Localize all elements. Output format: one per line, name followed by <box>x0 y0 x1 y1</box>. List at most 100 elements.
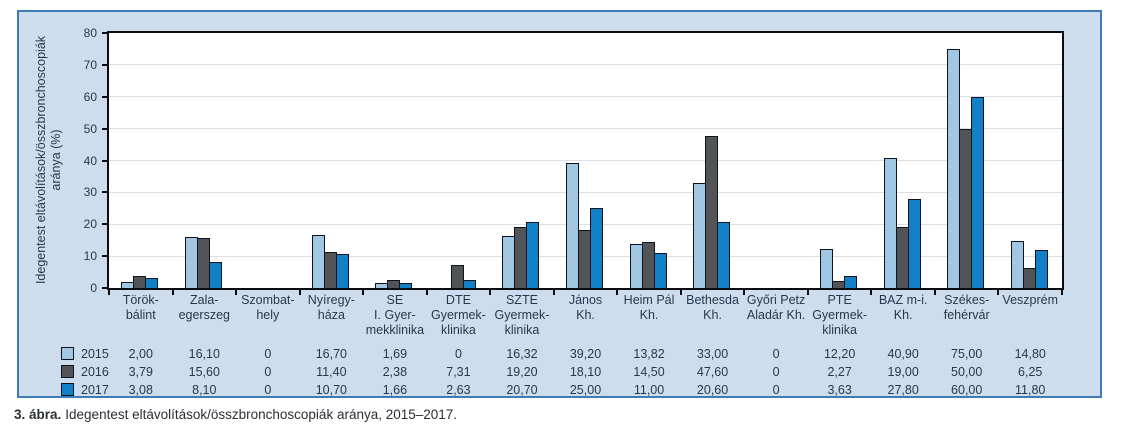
grid-line <box>109 64 1062 66</box>
category-label: Bethesda Kh. <box>686 293 739 322</box>
category-label: PTE Gyermek- klinika <box>812 293 868 337</box>
table-value: 20,70 <box>506 383 538 397</box>
table-value: 47,60 <box>696 365 729 379</box>
table-value: 13,82 <box>633 347 665 361</box>
y-axis-title: Idegentest eltávolítások/összbronchoscop… <box>34 10 64 310</box>
y-tick-label: 20 <box>83 217 97 232</box>
table-value: 75,00 <box>951 347 983 361</box>
bar-2017 <box>907 199 921 288</box>
bar-2017 <box>335 253 349 288</box>
x-axis-tick <box>489 290 492 295</box>
y-axis-tick <box>102 63 107 66</box>
table-value: 0 <box>772 365 780 379</box>
table-value: 18,10 <box>569 365 602 379</box>
y-tick-label: 60 <box>83 89 97 104</box>
bar-2015 <box>566 163 579 288</box>
category-label: Szombat- hely <box>241 293 295 322</box>
table-value: 14,80 <box>1014 347 1046 361</box>
table-value: 2,27 <box>827 365 852 379</box>
legend-year-label: 2015 <box>81 347 109 361</box>
y-axis-tick <box>102 95 107 98</box>
category-label: Győri Petz Aladár Kh. <box>746 293 806 322</box>
table-value: 7,31 <box>446 365 471 379</box>
x-axis-tick <box>616 290 619 295</box>
legend-swatch-2016 <box>61 365 74 378</box>
table-value: 16,32 <box>506 347 538 361</box>
y-tick-label: 30 <box>83 185 97 200</box>
chart-panel: Idegentest eltávolítások/összbronchoscop… <box>17 10 1102 398</box>
figure-caption-number: 3. ábra. <box>14 407 62 422</box>
grid-line <box>109 128 1062 130</box>
x-axis-tick <box>997 290 1000 295</box>
bar-2017 <box>590 208 603 288</box>
table-value: 33,00 <box>696 347 729 361</box>
bar-2017 <box>653 252 667 288</box>
legend-year-label: 2017 <box>81 383 109 397</box>
bar-2015 <box>883 157 897 288</box>
table-value: 6,25 <box>1018 365 1043 379</box>
category-label: SE I. Gyer- mekklinika <box>365 293 425 337</box>
bar-2016 <box>450 264 464 288</box>
x-axis-tick <box>743 290 746 295</box>
table-value: 0 <box>264 347 272 361</box>
y-tick-label: 0 <box>90 281 97 295</box>
category-label: János Kh. <box>568 293 603 322</box>
y-axis-tick <box>102 159 107 162</box>
y-tick-label: 50 <box>83 121 97 136</box>
table-value: 1,66 <box>382 383 408 397</box>
table-value: 3,63 <box>827 383 852 397</box>
table-value: 11,40 <box>316 365 347 379</box>
bar-2017 <box>145 278 159 288</box>
bar-2017 <box>399 282 413 288</box>
grid-line <box>109 191 1062 193</box>
bar-2017 <box>526 222 540 288</box>
y-axis-tick <box>102 287 107 289</box>
category-label: SZTE Gyermek- klinika <box>494 293 550 337</box>
table-value: 39,20 <box>569 347 602 361</box>
category-label: Székes- fehérvár <box>943 293 990 322</box>
bar-2017 <box>971 96 985 288</box>
table-value: 0 <box>454 347 462 361</box>
table-value: 3,79 <box>128 365 153 379</box>
figure-caption: 3. ábra. Idegentest eltávolítások/összbro… <box>14 406 457 424</box>
table-value: 12,20 <box>823 347 856 361</box>
table-value: 1,69 <box>382 347 408 361</box>
grid-line <box>109 223 1062 225</box>
category-label: Török- bálint <box>122 293 159 322</box>
table-value: 11,80 <box>1015 383 1046 397</box>
category-label: BAZ m-i. Kh. <box>878 293 928 322</box>
x-axis-tick <box>298 290 301 295</box>
y-axis-tick <box>102 255 107 258</box>
legend-swatch-2017 <box>61 383 74 396</box>
plot-area <box>107 31 1064 290</box>
y-axis-tick <box>102 32 107 34</box>
y-tick-label: 10 <box>83 249 97 264</box>
table-value: 0 <box>772 383 780 397</box>
y-tick-label: 80 <box>83 26 97 40</box>
category-label: Zala- egerszeg <box>178 293 231 322</box>
table-value: 40,90 <box>887 347 919 361</box>
x-axis-tick <box>425 290 428 295</box>
table-value: 16,70 <box>315 347 347 361</box>
grid-line <box>109 96 1062 98</box>
table-value: 27,80 <box>887 383 919 397</box>
x-axis-tick <box>933 290 936 295</box>
category-label: Heim Pál Kh. <box>623 293 675 322</box>
bar-2016 <box>705 136 719 288</box>
x-axis-tick <box>235 290 238 295</box>
grid-line <box>109 160 1062 161</box>
table-value: 60,00 <box>951 383 983 397</box>
y-axis-tick <box>102 223 107 226</box>
y-axis-tick <box>102 191 107 194</box>
y-axis-tick <box>102 127 107 130</box>
table-value: 19,00 <box>887 365 919 379</box>
category-label: DTE Gyermek- klinika <box>430 293 486 337</box>
x-axis-tick <box>1061 290 1063 295</box>
y-axis-title-line1: Idegentest eltávolítások/összbronchoscop… <box>34 35 48 285</box>
table-value: 3,08 <box>128 383 153 397</box>
table-value: 15,60 <box>188 365 220 379</box>
x-axis-tick <box>806 290 809 295</box>
table-value: 10,70 <box>315 383 347 397</box>
category-label: Nyíregy- háza <box>307 293 355 322</box>
table-value: 25,00 <box>569 383 602 397</box>
